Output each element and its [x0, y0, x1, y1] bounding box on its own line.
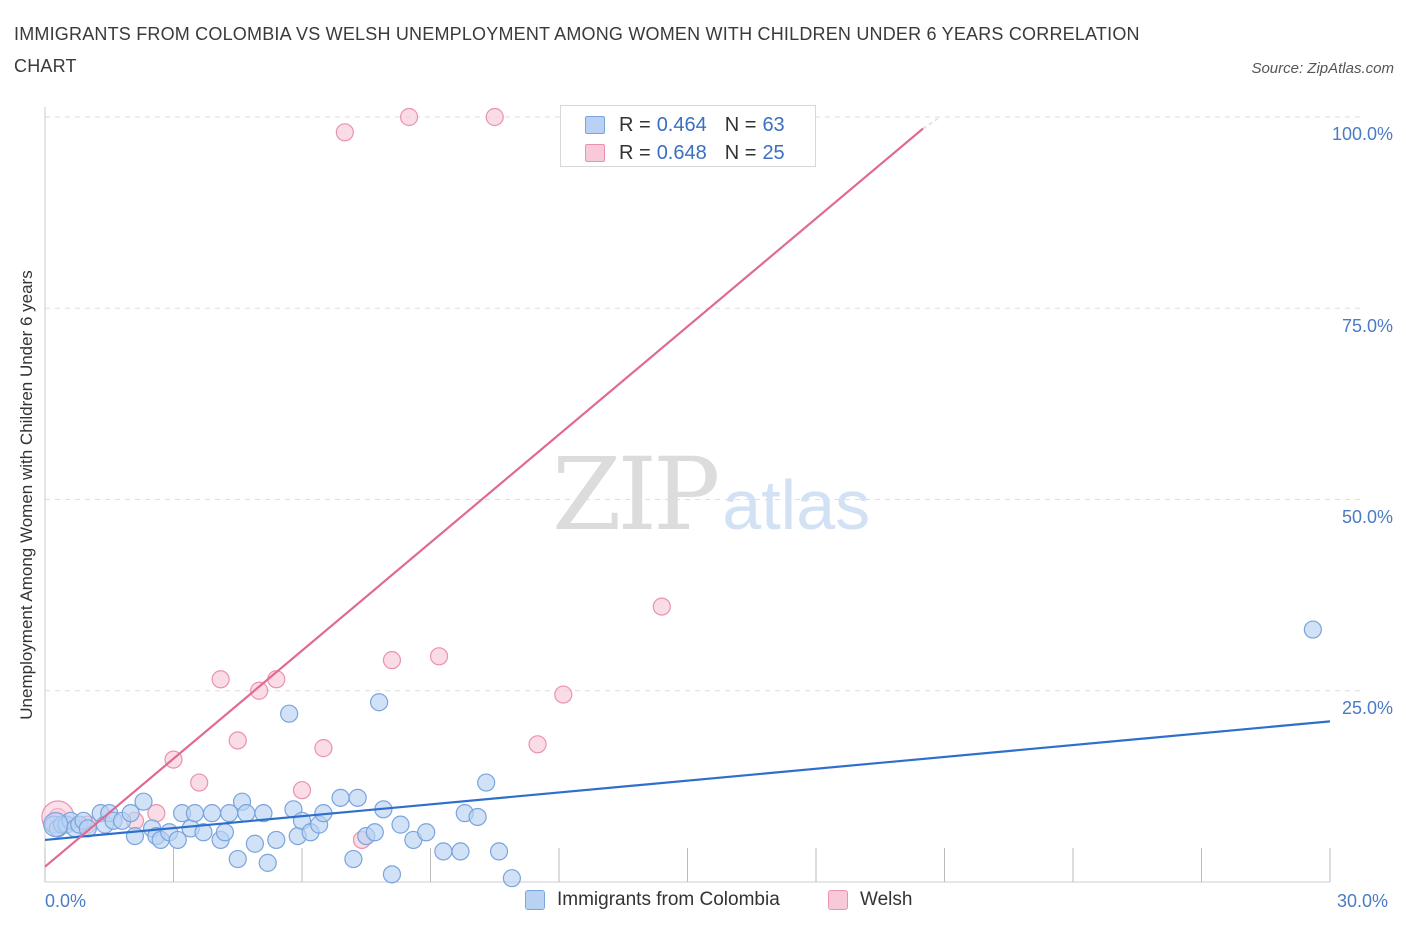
- colombia-n-value: 63: [762, 113, 785, 136]
- welsh-trend-line: [44, 127, 924, 868]
- colombia-point-26: [202, 804, 222, 823]
- welsh-trend-extension: [922, 116, 941, 130]
- stats-row-welsh: R = 0.648 N = 25: [585, 141, 785, 165]
- colombia-point-14: [121, 804, 140, 823]
- welsh-points: [41, 107, 774, 850]
- grid-lines: [45, 116, 1365, 692]
- colombia-point-52: [391, 815, 410, 834]
- colombia-point-49: [370, 693, 389, 712]
- welsh-n-value: 25: [762, 141, 785, 164]
- y-axis-label: Unemployment Among Women with Children U…: [17, 270, 36, 720]
- welsh-point-17: [485, 107, 504, 127]
- colombia-point-33: [245, 834, 264, 853]
- welsh-point-11: [314, 739, 333, 758]
- colombia-point-61: [502, 869, 521, 888]
- colombia-point-16: [134, 792, 153, 811]
- zipatlas-watermark: ZIPatlas: [552, 436, 871, 553]
- y-tick-75: 75.0%: [1341, 316, 1393, 336]
- colombia-legend-swatch: [525, 890, 545, 910]
- colombia-point-32: [237, 804, 256, 823]
- legend-item-welsh[interactable]: Welsh: [828, 889, 912, 911]
- colombia-trend-line: [44, 720, 1331, 842]
- colombia-point-28: [215, 823, 234, 842]
- axes: [44, 107, 1331, 883]
- welsh-point-5: [190, 773, 209, 792]
- welsh-r-value: 0.648: [656, 141, 707, 164]
- colombia-cluster-point: [43, 812, 69, 838]
- colombia-point-30: [228, 849, 247, 869]
- stats-row-colombia: R = 0.464 N = 63: [585, 113, 785, 137]
- y-tick-100: 100.0%: [1331, 124, 1393, 144]
- welsh-point-20: [652, 597, 671, 616]
- legend-item-colombia[interactable]: Immigrants from Colombia: [525, 889, 780, 911]
- colombia-point-25: [194, 823, 213, 842]
- colombia-point-24: [185, 804, 205, 823]
- welsh-legend-label: Welsh: [860, 889, 913, 910]
- colombia-point-55: [434, 842, 453, 861]
- series-legend: Immigrants from Colombia Welsh: [0, 889, 1406, 915]
- welsh-point-6: [211, 670, 230, 689]
- x-tick-max: 30.0%: [1337, 891, 1389, 911]
- welsh-point-19: [554, 685, 573, 704]
- trend-lines: [44, 116, 1331, 868]
- colombia-point-56: [451, 842, 470, 861]
- colombia-point-51: [382, 865, 402, 884]
- y-tick-50: 50.0%: [1341, 507, 1393, 527]
- colombia-point-62: [1303, 620, 1322, 639]
- colombia-point-44: [331, 788, 350, 807]
- colombia-swatch: [585, 116, 605, 134]
- x-tick-min: 0.0%: [45, 891, 87, 911]
- colombia-point-46: [348, 788, 367, 807]
- welsh-point-8: [250, 681, 269, 700]
- colombia-point-58: [468, 807, 487, 827]
- welsh-swatch: [585, 144, 605, 162]
- welsh-legend-swatch: [828, 890, 848, 910]
- colombia-legend-label: Immigrants from Colombia: [557, 889, 780, 910]
- welsh-point-16: [429, 647, 449, 666]
- colombia-point-60: [489, 842, 509, 861]
- welsh-point-14: [382, 651, 402, 670]
- stats-legend: R = 0.464 N = 63 R = 0.648 N = 25: [560, 105, 816, 167]
- y-tick-25: 25.0%: [1341, 698, 1393, 718]
- welsh-point-18: [528, 735, 547, 754]
- welsh-point-15: [399, 107, 419, 127]
- colombia-point-37: [280, 704, 299, 723]
- welsh-point-10: [292, 781, 312, 800]
- colombia-point-48: [365, 823, 384, 842]
- colombia-point-45: [344, 849, 363, 869]
- colombia-point-59: [477, 773, 496, 792]
- colombia-point-34: [254, 804, 273, 823]
- colombia-points: [43, 620, 1322, 888]
- colombia-point-54: [417, 823, 436, 842]
- colombia-point-36: [267, 830, 286, 850]
- colombia-point-21: [168, 830, 187, 850]
- welsh-point-7: [228, 731, 247, 750]
- chart-title: IMMIGRANTS FROM COLOMBIA VS WELSH UNEMPL…: [14, 24, 1140, 76]
- welsh-point-12: [335, 123, 354, 142]
- colombia-r-value: 0.464: [656, 113, 707, 136]
- colombia-point-35: [258, 853, 277, 872]
- source-label: Source: ZipAtlas.com: [1251, 60, 1394, 77]
